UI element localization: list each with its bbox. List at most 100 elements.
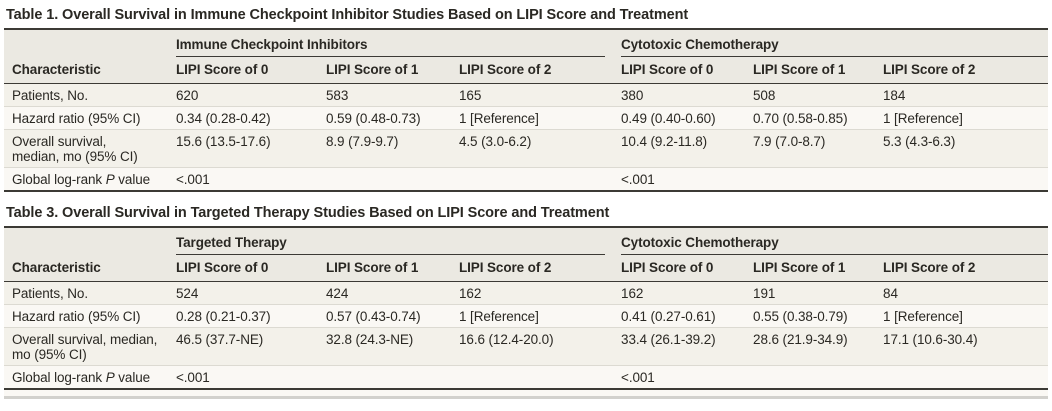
group-header-row: Immune Checkpoint Inhibitors Cytotoxic C… bbox=[4, 30, 1048, 57]
data-cell bbox=[326, 167, 459, 192]
column-header-lipi-1: LIPI Score of 1 bbox=[753, 255, 884, 282]
data-cell: 162 bbox=[459, 281, 622, 305]
data-cell bbox=[883, 167, 1048, 192]
table-1-grid: Immune Checkpoint Inhibitors Cytotoxic C… bbox=[4, 30, 1048, 192]
data-cell: 0.28 (0.21-0.37) bbox=[176, 304, 326, 328]
data-cell: <.001 bbox=[621, 365, 754, 390]
column-header-lipi-2: LIPI Score of 2 bbox=[883, 255, 1048, 282]
data-cell: <.001 bbox=[176, 167, 326, 192]
data-cell: 184 bbox=[883, 83, 1048, 107]
data-cell: 5.3 (4.3-6.3) bbox=[883, 129, 1048, 168]
column-header-row: Characteristic LIPI Score of 0 LIPI Scor… bbox=[4, 255, 1048, 282]
data-cell: 1 [Reference] bbox=[883, 304, 1048, 328]
table-1: Table 1. Overall Survival in Immune Chec… bbox=[4, 0, 1048, 192]
column-header-characteristic: Characteristic bbox=[4, 255, 176, 282]
group-header-label: Cytotoxic Chemotherapy bbox=[621, 35, 1048, 57]
table-1-title: Table 1. Overall Survival in Immune Chec… bbox=[4, 0, 1048, 30]
data-cell: 0.34 (0.28-0.42) bbox=[176, 106, 326, 130]
group-header-spacer bbox=[4, 228, 176, 255]
table-row-patients: Patients, No. 620 583 165 380 508 184 bbox=[4, 83, 1048, 107]
table-row-hazard-ratio: Hazard ratio (95% CI) 0.34 (0.28-0.42) 0… bbox=[4, 106, 1048, 130]
table-3-body: Patients, No. 524 424 162 162 191 84 Haz… bbox=[4, 281, 1048, 390]
row-label: Patients, No. bbox=[4, 83, 176, 107]
data-cell: 620 bbox=[176, 83, 326, 107]
table-1-header: Immune Checkpoint Inhibitors Cytotoxic C… bbox=[4, 30, 1048, 84]
table-row-hazard-ratio: Hazard ratio (95% CI) 0.28 (0.21-0.37) 0… bbox=[4, 304, 1048, 328]
table-row-p-value: Global log-rank P value <.001 <.001 bbox=[4, 167, 1048, 192]
data-cell: 84 bbox=[883, 281, 1048, 305]
group-header-label: Immune Checkpoint Inhibitors bbox=[176, 35, 605, 57]
row-label: Global log-rank P value bbox=[4, 365, 176, 390]
data-cell: 17.1 (10.6-30.4) bbox=[883, 327, 1048, 366]
data-cell bbox=[753, 365, 884, 390]
column-header-characteristic: Characteristic bbox=[4, 57, 176, 84]
column-header-lipi-2: LIPI Score of 2 bbox=[883, 57, 1048, 84]
column-header-lipi-2: LIPI Score of 2 bbox=[459, 255, 622, 282]
data-cell: 424 bbox=[326, 281, 459, 305]
data-cell: 28.6 (21.9-34.9) bbox=[753, 327, 884, 366]
page-bottom-edge bbox=[4, 390, 1048, 399]
data-cell: 8.9 (7.9-9.7) bbox=[326, 129, 459, 168]
table-1-body: Patients, No. 620 583 165 380 508 184 Ha… bbox=[4, 83, 1048, 192]
data-cell: 0.41 (0.27-0.61) bbox=[621, 304, 754, 328]
group-header-spacer bbox=[4, 30, 176, 57]
data-cell: 15.6 (13.5-17.6) bbox=[176, 129, 326, 168]
row-label: Patients, No. bbox=[4, 281, 176, 305]
group-header-row: Targeted Therapy Cytotoxic Chemotherapy bbox=[4, 228, 1048, 255]
column-header-lipi-0: LIPI Score of 0 bbox=[176, 57, 326, 84]
table-row-overall-survival: Overall survival, median, mo (95% CI) 46.… bbox=[4, 327, 1048, 366]
table-3: Table 3. Overall Survival in Targeted Th… bbox=[4, 198, 1048, 390]
table-3-header: Targeted Therapy Cytotoxic Chemotherapy … bbox=[4, 228, 1048, 282]
data-cell: 7.9 (7.0-8.7) bbox=[753, 129, 883, 168]
group-header-chemotherapy: Cytotoxic Chemotherapy bbox=[621, 30, 1048, 57]
row-label: Overall survival, median, mo (95% CI) bbox=[4, 327, 176, 366]
column-header-lipi-0: LIPI Score of 0 bbox=[621, 255, 754, 282]
data-cell: 0.70 (0.58-0.85) bbox=[753, 106, 883, 130]
table-row-overall-survival: Overall survival, median, mo (95% CI) 15.… bbox=[4, 129, 1048, 168]
data-cell: 0.55 (0.38-0.79) bbox=[753, 304, 884, 328]
group-header-chemotherapy: Cytotoxic Chemotherapy bbox=[621, 228, 1048, 255]
data-cell: 1 [Reference] bbox=[883, 106, 1048, 130]
row-label: Overall survival, median, mo (95% CI) bbox=[4, 129, 176, 168]
data-cell: 4.5 (3.0-6.2) bbox=[459, 129, 621, 168]
column-header-lipi-0: LIPI Score of 0 bbox=[621, 57, 753, 84]
column-header-lipi-0: LIPI Score of 0 bbox=[176, 255, 326, 282]
column-header-lipi-1: LIPI Score of 1 bbox=[326, 255, 459, 282]
data-cell: 0.57 (0.43-0.74) bbox=[326, 304, 459, 328]
data-cell: 165 bbox=[459, 83, 621, 107]
data-cell: 524 bbox=[176, 281, 326, 305]
data-cell: 16.6 (12.4-20.0) bbox=[459, 327, 622, 366]
row-label: Hazard ratio (95% CI) bbox=[4, 304, 176, 328]
data-cell: 46.5 (37.7-NE) bbox=[176, 327, 326, 366]
group-header-label: Cytotoxic Chemotherapy bbox=[621, 233, 1048, 255]
table-3-title: Table 3. Overall Survival in Targeted Th… bbox=[4, 198, 1048, 228]
data-cell bbox=[753, 167, 883, 192]
data-cell: 191 bbox=[753, 281, 884, 305]
group-header-treatment-a: Immune Checkpoint Inhibitors bbox=[176, 30, 621, 57]
column-header-row: Characteristic LIPI Score of 0 LIPI Scor… bbox=[4, 57, 1048, 84]
table-row-patients: Patients, No. 524 424 162 162 191 84 bbox=[4, 281, 1048, 305]
data-cell bbox=[326, 365, 459, 390]
data-cell: 0.49 (0.40-0.60) bbox=[621, 106, 753, 130]
data-cell: 508 bbox=[753, 83, 883, 107]
column-header-lipi-2: LIPI Score of 2 bbox=[459, 57, 621, 84]
row-label: Hazard ratio (95% CI) bbox=[4, 106, 176, 130]
data-cell: 1 [Reference] bbox=[459, 106, 621, 130]
group-header-label: Targeted Therapy bbox=[176, 233, 606, 255]
data-cell: 380 bbox=[621, 83, 753, 107]
column-header-lipi-1: LIPI Score of 1 bbox=[326, 57, 459, 84]
table-3-grid: Targeted Therapy Cytotoxic Chemotherapy … bbox=[4, 228, 1048, 390]
data-cell bbox=[883, 365, 1048, 390]
data-cell: 1 [Reference] bbox=[459, 304, 622, 328]
data-cell: 32.8 (24.3-NE) bbox=[326, 327, 459, 366]
data-cell: <.001 bbox=[176, 365, 326, 390]
row-label: Global log-rank P value bbox=[4, 167, 176, 192]
data-cell: 33.4 (26.1-39.2) bbox=[621, 327, 754, 366]
data-cell: 583 bbox=[326, 83, 459, 107]
data-cell: 0.59 (0.48-0.73) bbox=[326, 106, 459, 130]
data-cell: 10.4 (9.2-11.8) bbox=[621, 129, 753, 168]
group-header-treatment-a: Targeted Therapy bbox=[176, 228, 622, 255]
data-cell bbox=[459, 167, 621, 192]
column-header-lipi-1: LIPI Score of 1 bbox=[753, 57, 883, 84]
